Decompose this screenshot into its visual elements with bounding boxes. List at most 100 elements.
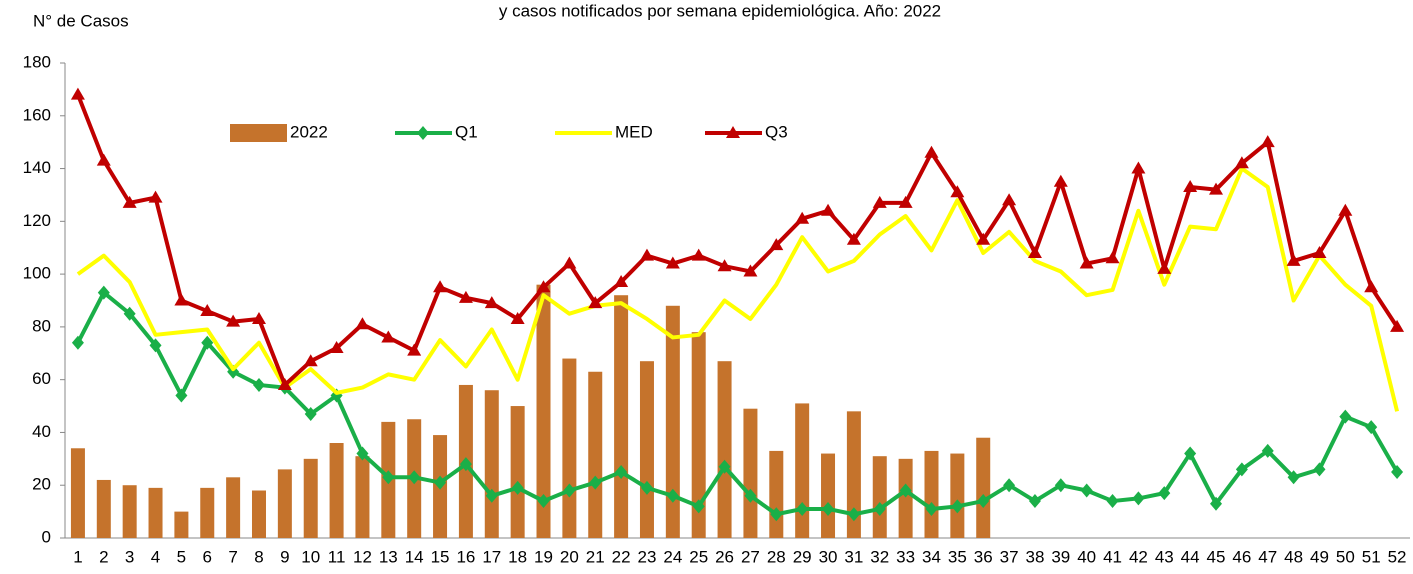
- bar: [122, 485, 137, 538]
- point: [925, 501, 938, 516]
- x-tick-label: 9: [280, 547, 289, 566]
- point: [1183, 180, 1198, 193]
- point: [665, 256, 680, 269]
- x-tick-label: 36: [974, 547, 993, 566]
- point: [1365, 420, 1378, 435]
- point: [899, 483, 912, 498]
- point: [873, 501, 886, 516]
- legend-label: 2022: [290, 122, 328, 141]
- x-tick-label: 23: [638, 547, 657, 566]
- legend-label: MED: [615, 122, 653, 141]
- point: [1339, 409, 1352, 424]
- point: [149, 338, 162, 353]
- point: [1053, 174, 1068, 187]
- bar: [717, 361, 732, 538]
- point: [924, 145, 939, 158]
- bar: [277, 469, 292, 538]
- y-tick-label: 0: [42, 527, 51, 546]
- x-tick-label: 27: [741, 547, 760, 566]
- chart-title: y casos notificados por semana epidemiol…: [499, 1, 941, 20]
- bar: [976, 437, 991, 538]
- line: [76, 93, 1399, 387]
- point: [96, 153, 111, 166]
- bar: [743, 408, 758, 538]
- x-tick-label: 28: [767, 547, 786, 566]
- point: [408, 470, 421, 485]
- point: [1235, 462, 1248, 477]
- x-tick-label: 8: [254, 547, 263, 566]
- point: [459, 457, 472, 472]
- point: [770, 507, 783, 522]
- bar: [924, 450, 939, 538]
- bar: [510, 406, 525, 538]
- point: [666, 488, 679, 503]
- x-tick-label: 3: [125, 547, 134, 566]
- point: [1105, 251, 1120, 264]
- point: [1157, 261, 1172, 274]
- point: [510, 311, 525, 324]
- y-tick-label: 60: [32, 369, 51, 388]
- point: [1079, 256, 1094, 269]
- bar: [821, 453, 836, 538]
- point: [122, 195, 137, 208]
- point: [951, 499, 964, 514]
- x-tick-label: 5: [177, 547, 186, 566]
- line: [76, 166, 1400, 412]
- x-tick-label: 29: [793, 547, 812, 566]
- point: [588, 296, 603, 309]
- x-tick-label: 52: [1388, 547, 1407, 566]
- point: [1210, 496, 1223, 511]
- y-tick-label: 20: [32, 475, 51, 494]
- point: [795, 211, 810, 224]
- point: [563, 483, 576, 498]
- point: [200, 304, 215, 317]
- point: [796, 501, 809, 516]
- x-tick-label: 11: [328, 547, 346, 566]
- point: [640, 480, 653, 495]
- point: [718, 459, 731, 474]
- legend-label: Q1: [455, 122, 478, 141]
- point: [148, 190, 163, 203]
- point: [562, 256, 577, 269]
- point: [511, 480, 524, 495]
- x-tick-label: 10: [301, 547, 320, 566]
- point: [822, 501, 835, 516]
- y-tick-label: 100: [23, 264, 51, 283]
- bar: [200, 487, 215, 538]
- bar: [70, 448, 85, 538]
- y-tick-label: 80: [32, 316, 51, 335]
- point: [1209, 182, 1224, 195]
- x-tick-label: 31: [844, 547, 863, 566]
- bar: [950, 453, 965, 538]
- point: [846, 232, 861, 245]
- point: [1080, 483, 1093, 498]
- point: [950, 185, 965, 198]
- point: [252, 377, 265, 392]
- bar: [174, 511, 189, 538]
- point: [1364, 280, 1379, 293]
- point: [356, 446, 369, 461]
- point: [1338, 203, 1353, 216]
- x-tick-label: 38: [1025, 547, 1044, 566]
- x-tick-label: 1: [73, 547, 82, 566]
- point: [1106, 494, 1119, 509]
- bar: [226, 477, 241, 538]
- x-tick-label: 33: [896, 547, 915, 566]
- point: [381, 330, 396, 343]
- x-tick-label: 24: [663, 547, 682, 566]
- point: [70, 87, 85, 100]
- bar: [303, 458, 318, 538]
- point: [1184, 446, 1197, 461]
- x-tick-label: 7: [228, 547, 237, 566]
- x-tick-label: 20: [560, 547, 579, 566]
- point: [329, 341, 344, 353]
- bar: [691, 332, 706, 538]
- point: [433, 280, 448, 293]
- y-tick-label: 160: [23, 105, 51, 124]
- x-tick-label: 21: [586, 547, 605, 566]
- bar: [329, 443, 344, 538]
- point: [1003, 478, 1016, 493]
- point: [1131, 161, 1146, 174]
- y-axis-label: N° de Casos: [33, 11, 129, 30]
- point: [847, 507, 860, 522]
